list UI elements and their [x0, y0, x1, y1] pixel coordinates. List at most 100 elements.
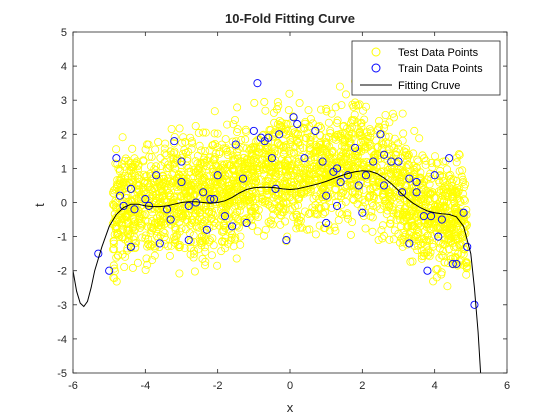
x-axis-label: x — [287, 400, 294, 415]
train-data-point — [463, 242, 472, 251]
test-data-point — [133, 258, 142, 267]
test-data-point — [246, 155, 255, 164]
test-data-point — [233, 189, 242, 198]
test-data-point — [190, 249, 199, 258]
test-data-point — [444, 244, 453, 253]
train-data-point — [126, 242, 135, 251]
test-data-point — [365, 125, 374, 134]
test-data-point — [305, 225, 314, 234]
test-data-point — [355, 132, 364, 141]
test-data-point — [426, 248, 435, 257]
test-data-point — [439, 196, 448, 205]
test-data-point — [378, 172, 387, 181]
test-data-point — [292, 210, 301, 219]
test-data-point — [141, 265, 150, 274]
test-data-point — [394, 211, 403, 220]
test-data-point — [175, 269, 184, 278]
test-data-point — [344, 131, 353, 140]
test-data-point — [112, 253, 121, 262]
test-data-point — [217, 211, 226, 220]
test-data-point — [199, 237, 208, 246]
fitting-curve-layer — [73, 170, 482, 373]
test-data-point — [439, 239, 448, 248]
x-tick-label: -6 — [68, 380, 78, 392]
test-data-point — [461, 180, 470, 189]
test-data-point — [109, 261, 118, 270]
test-data-point — [449, 219, 458, 228]
test-data-point — [409, 210, 418, 219]
test-data-point — [443, 282, 452, 291]
test-data-point — [415, 205, 424, 214]
test-data-point — [460, 245, 469, 254]
test-data-point — [354, 194, 363, 203]
test-data-point — [306, 186, 315, 195]
test-data-point — [294, 172, 303, 181]
test-data-point — [350, 110, 359, 119]
train-data-point — [166, 215, 175, 224]
test-data-point — [177, 182, 186, 191]
test-data-point — [248, 193, 257, 202]
test-data-point — [296, 141, 305, 150]
test-data-point — [160, 196, 169, 205]
test-data-point — [413, 233, 422, 242]
test-data-point — [458, 214, 467, 223]
test-data-point — [229, 242, 238, 251]
train-data-point — [437, 215, 446, 224]
test-data-point — [353, 158, 362, 167]
test-data-point — [453, 249, 462, 258]
test-data-point — [223, 120, 232, 129]
train-data-point — [177, 177, 186, 187]
test-data-point — [413, 246, 422, 255]
chart-title: 10-Fold Fitting Curve — [225, 11, 355, 26]
test-data-point — [238, 180, 247, 189]
test-data-point — [156, 153, 165, 162]
test-data-point — [425, 195, 434, 204]
test-data-point — [399, 216, 408, 225]
test-data-point — [146, 242, 155, 251]
test-data-point — [242, 214, 251, 223]
test-data-point — [413, 196, 422, 205]
test-data-point — [425, 172, 434, 181]
test-data-point — [322, 157, 331, 166]
test-data-point — [393, 209, 402, 218]
test-data-point — [360, 115, 369, 124]
test-data-point — [247, 212, 256, 221]
test-data-point — [348, 218, 357, 227]
train-data-point — [130, 205, 139, 214]
test-data-point — [122, 219, 131, 228]
test-data-point — [322, 166, 331, 175]
test-data-point — [408, 221, 417, 230]
test-data-point — [378, 221, 387, 230]
test-data-point — [191, 122, 200, 131]
test-data-point — [229, 155, 238, 164]
test-data-point — [402, 163, 411, 172]
test-data-point — [235, 170, 244, 179]
test-data-point — [268, 162, 277, 171]
test-data-point — [286, 164, 295, 173]
test-data-point — [400, 208, 409, 217]
test-data-point — [444, 259, 453, 268]
test-data-point — [402, 223, 411, 232]
test-data-point — [195, 199, 204, 208]
test-data-point — [171, 238, 180, 247]
test-data-point — [242, 144, 251, 153]
test-data-point — [388, 109, 397, 118]
test-data-point — [184, 164, 193, 173]
train-data-point — [405, 174, 414, 183]
x-tick-label: -2 — [213, 380, 223, 392]
test-data-point — [451, 207, 460, 216]
test-data-point — [433, 264, 442, 273]
test-data-point — [385, 235, 394, 244]
test-data-point — [286, 140, 295, 149]
test-data-point — [166, 220, 175, 229]
test-data-point — [310, 209, 319, 218]
test-data-point — [132, 178, 141, 187]
test-data-point — [458, 189, 467, 198]
y-tick-label: 3 — [61, 95, 67, 107]
test-data-point — [284, 106, 293, 115]
test-data-point — [389, 192, 398, 201]
test-data-point — [113, 176, 122, 185]
test-data-point — [381, 111, 390, 120]
train-data-point — [206, 195, 215, 204]
train-data-point — [202, 225, 211, 234]
